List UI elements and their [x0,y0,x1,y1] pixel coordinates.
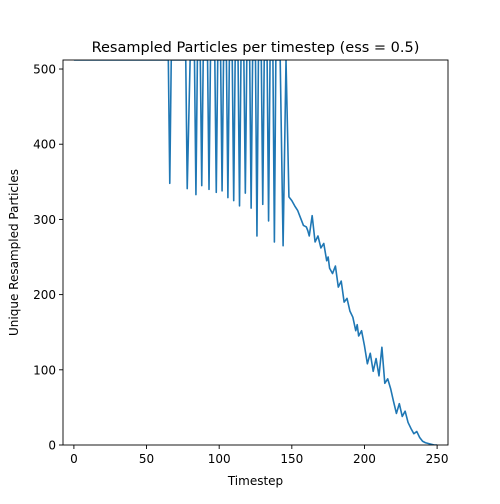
y-axis-label: Unique Resampled Particles [7,169,21,336]
series-line-0 [73,60,438,445]
y-tick-label: 300 [33,213,56,227]
y-tick-label: 400 [33,138,56,152]
y-tick-label: 200 [33,288,56,302]
x-tick-label: 100 [208,452,231,466]
plot-frame [62,59,449,446]
x-tick-label: 200 [353,452,376,466]
x-tick-label: 50 [139,452,154,466]
y-tick-label: 0 [48,439,56,453]
chart-title: Resampled Particles per timestep (ess = … [92,40,420,56]
y-tick-label: 500 [33,63,56,77]
x-tick-label: 250 [426,452,449,466]
x-tick-label: 150 [280,452,303,466]
x-tick-label: 0 [70,452,78,466]
x-axis-label: Timestep [227,474,283,488]
y-tick-label: 100 [33,363,56,377]
plot-area: 0 50 100 150 200 250 0 100 200 300 400 500 [33,59,449,466]
